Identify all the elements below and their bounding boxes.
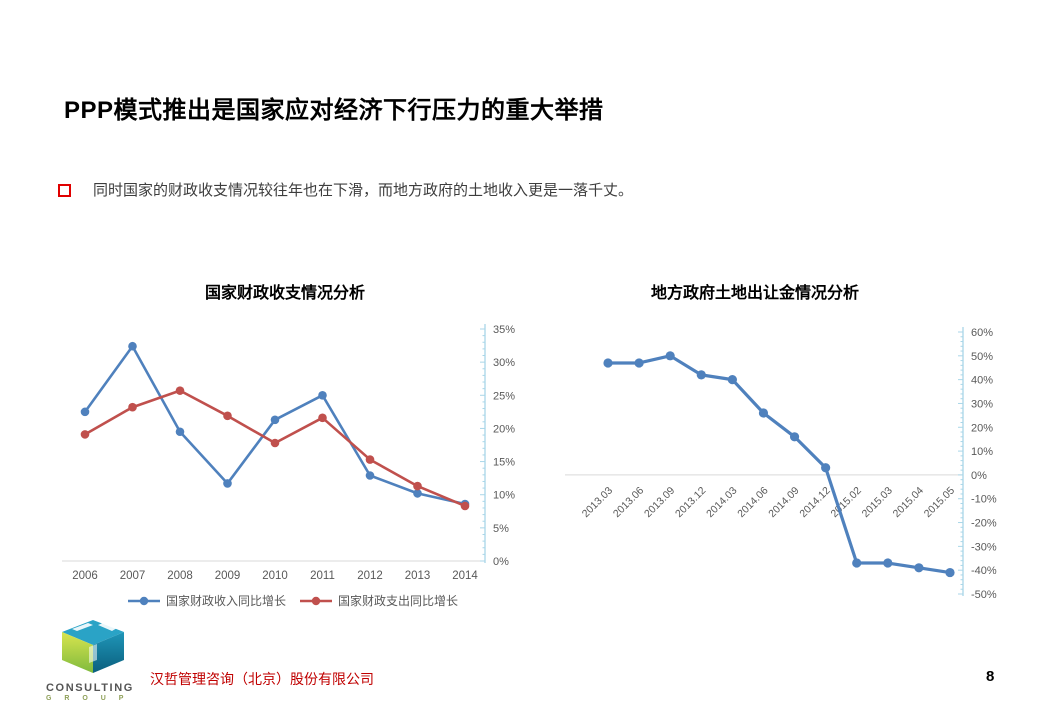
svg-text:2011: 2011 — [310, 570, 335, 582]
svg-text:40%: 40% — [971, 375, 993, 387]
svg-text:2012: 2012 — [357, 570, 383, 582]
svg-text:2015.04: 2015.04 — [891, 485, 926, 520]
svg-text:60%: 60% — [971, 327, 993, 339]
svg-text:-50%: -50% — [971, 589, 997, 601]
svg-text:20%: 20% — [971, 422, 993, 434]
bullet-item: 同时国家的财政收支情况较往年也在下滑，而地方政府的土地收入更是一落千丈。 — [58, 181, 978, 201]
svg-text:2013.03: 2013.03 — [580, 485, 615, 520]
logo-consulting-text: CONSULTING — [46, 682, 134, 694]
svg-text:2014.03: 2014.03 — [704, 485, 739, 520]
svg-text:2015.05: 2015.05 — [922, 485, 957, 520]
chart-national-finance: 国家财政收支情况分析 0% 5% 10% 15% 20% 25% 30% 35% 2006 200… — [55, 283, 515, 645]
logo-cube-icon — [62, 620, 124, 673]
page-number: 8 — [986, 668, 995, 685]
svg-text:10%: 10% — [971, 446, 993, 458]
svg-text:-40%: -40% — [971, 565, 997, 577]
svg-text:2014.06: 2014.06 — [735, 485, 770, 520]
svg-text:2010: 2010 — [262, 570, 288, 582]
logo-group-text: G R O U P — [46, 695, 129, 702]
svg-text:国家财政收入同比增长: 国家财政收入同比增长 — [166, 593, 286, 608]
svg-text:30%: 30% — [493, 357, 515, 369]
svg-text:2014.09: 2014.09 — [766, 485, 801, 520]
slide-title: PPP模式推出是国家应对经济下行压力的重大举措 — [64, 97, 604, 124]
svg-text:2006: 2006 — [72, 570, 98, 582]
svg-text:2015.03: 2015.03 — [860, 485, 895, 520]
chart-land-revenue-canvas: -50% -40% -30% -20% -10% 0% 10% 20% 30% 40% 50% 60%… — [565, 327, 997, 601]
chart-land-revenue: 地方政府土地出让金情况分析 -50% -40% -30% -20% -10% 0% 10% 2… — [560, 283, 1040, 645]
svg-text:-10%: -10% — [971, 494, 997, 506]
chart-land-revenue-title: 地方政府土地出让金情况分析 — [650, 285, 859, 302]
bullet-text: 同时国家的财政收支情况较往年也在下滑，而地方政府的土地收入更是一落千丈。 — [93, 182, 634, 199]
svg-text:-20%: -20% — [971, 518, 997, 530]
svg-text:2013: 2013 — [405, 570, 431, 582]
bullet-square-icon — [58, 184, 71, 197]
svg-text:35%: 35% — [493, 324, 515, 336]
svg-text:20%: 20% — [493, 423, 515, 435]
svg-text:5%: 5% — [493, 523, 509, 535]
svg-text:15%: 15% — [493, 457, 515, 469]
svg-text:30%: 30% — [971, 398, 993, 410]
svg-text:25%: 25% — [493, 390, 515, 402]
footer-logo: CONSULTING G R O U P — [46, 616, 156, 702]
company-name: 汉哲管理咨询（北京）股份有限公司 — [150, 671, 374, 687]
svg-text:50%: 50% — [971, 351, 993, 363]
svg-text:2007: 2007 — [120, 570, 146, 582]
svg-text:2013.06: 2013.06 — [611, 485, 646, 520]
chart-national-finance-canvas: 0% 5% 10% 15% 20% 25% 30% 35% 2006 2007 2008 2009 20… — [62, 324, 515, 608]
svg-text:2014: 2014 — [452, 570, 478, 582]
svg-text:-30%: -30% — [971, 541, 997, 553]
svg-text:2014.12: 2014.12 — [797, 485, 832, 520]
svg-text:0%: 0% — [493, 556, 509, 568]
svg-text:2013.09: 2013.09 — [642, 485, 677, 520]
svg-text:2009: 2009 — [215, 570, 241, 582]
svg-text:国家财政支出同比增长: 国家财政支出同比增长 — [338, 593, 458, 608]
svg-text:0%: 0% — [971, 470, 987, 482]
svg-text:2008: 2008 — [167, 570, 193, 582]
svg-text:10%: 10% — [493, 490, 515, 502]
chart-national-finance-title: 国家财政收支情况分析 — [204, 285, 365, 302]
svg-text:2013.12: 2013.12 — [673, 485, 708, 520]
